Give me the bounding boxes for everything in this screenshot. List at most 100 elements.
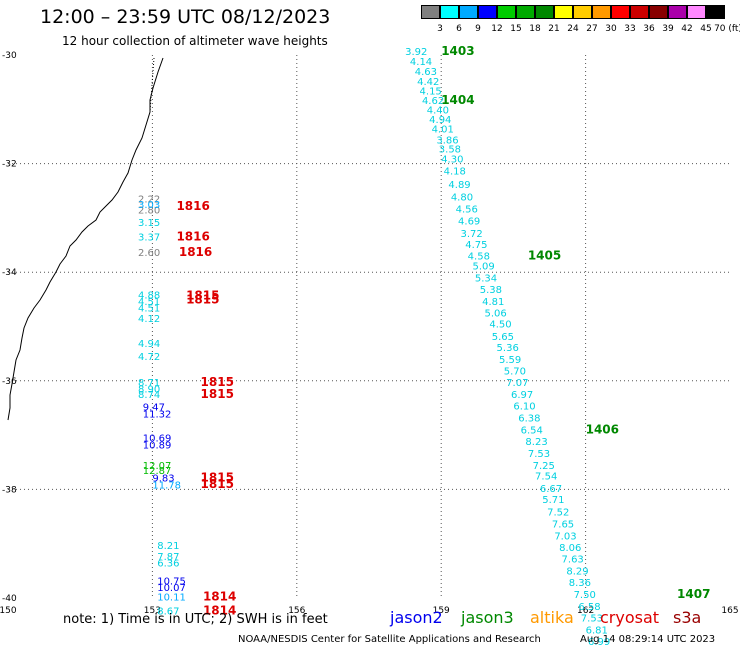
wave-height-color-scale: 3 6 9 12 15 18 21 24 27 30 33 36 39 42 45 70 (ft) [421,5,740,39]
mission-jason3: jason3 [461,608,514,627]
latitude-label: -38 [2,485,17,495]
mission-s3a: s3a [673,608,702,627]
wave-height-value: 7.54 [535,472,557,483]
scale-swatch [649,5,668,19]
wave-height-value: 3.58 [439,145,461,156]
scale-label: 24 [567,24,579,34]
wave-height-value: 8.23 [525,437,547,448]
wave-height-value: 8.36 [569,578,591,589]
wave-height-value: 6.97 [511,390,533,401]
wave-height-value: 4.80 [451,193,473,204]
wave-height-value: 10.75 [157,576,186,587]
scale-swatch [535,5,554,19]
wave-height-value: 10.69 [143,434,172,445]
scale-label: 6 [456,24,462,34]
scale-swatch [516,5,535,19]
pass-time-label: 1405 [528,249,561,263]
wave-height-value: 4.62 [422,96,444,107]
wave-height-value: 4.51 [138,303,160,314]
scale-label: 33 [624,24,636,34]
wave-height-value: 6.67 [540,484,562,495]
wave-height-value: 3.03 [138,200,160,211]
pass-time-label: 1815 [201,477,234,491]
wave-height-value: 3.37 [138,233,160,244]
wave-height-value: 10.11 [157,593,186,604]
wave-height-value: 6.54 [521,425,543,436]
wave-height-value: 5.38 [480,285,502,296]
pass-time-label: 1815 [201,470,234,484]
wave-height-value: 4.30 [441,155,463,166]
wave-height-value: 7.52 [547,507,569,518]
wave-height-value: 4.88 [138,290,160,301]
generated-timestamp: Aug 14 08:29:14 UTC 2023 [580,634,716,645]
wave-height-value: 6.38 [518,414,540,425]
wave-height-value: 4.72 [138,352,160,363]
wave-height-value: 8.21 [157,541,179,552]
wave-height-value: 7.03 [554,531,576,542]
pass-time-label: 1404 [441,93,474,107]
scale-swatch [440,5,459,19]
longitude-label: 153 [144,606,161,616]
latitude-label: -34 [2,268,17,278]
wave-height-value: 6.81 [586,625,608,636]
pass-time-label: 1814 [203,590,236,604]
scale-swatch [611,5,630,19]
wave-height-value: 7.53 [581,613,603,624]
wave-height-value: 4.81 [482,297,504,308]
scale-swatch [668,5,687,19]
scale-label: 15 [510,24,522,34]
pass-time-label: 1815 [201,387,234,401]
wave-height-value: 5.36 [497,343,519,354]
longitude-label: 162 [577,606,594,616]
credit-line: NOAA/NESDIS Center for Satellite Applica… [238,634,541,645]
wave-height-value: 6.36 [157,559,179,570]
map-subtitle: 12 hour collection of altimeter wave hei… [62,34,328,48]
wave-height-value: 4.63 [415,67,437,78]
longitude-label: 156 [288,606,305,616]
scale-swatch [592,5,611,19]
wave-height-value: 7.07 [506,378,528,389]
wave-height-value: 7.63 [562,555,584,566]
scale-swatch [687,5,706,19]
scale-label: 12 [491,24,503,34]
wave-height-value: 5.71 [542,495,564,506]
wave-height-value: 10.07 [157,583,186,594]
mission-cryosat: cryosat [600,608,660,627]
wave-height-value: 2.22 [138,195,160,206]
wave-height-value: 2.60 [138,248,160,259]
wave-height-value: 4.18 [444,166,466,177]
pass-time-label: 1816 [179,245,212,259]
scale-swatch [706,5,725,19]
scale-label: 30 [605,24,617,34]
latitude-label: -36 [2,377,17,387]
wave-height-value: 9.83 [152,473,174,484]
wave-height-value: 2.80 [138,206,160,217]
wave-height-value: 4.56 [456,204,478,215]
pass-time-label: 1816 [176,230,209,244]
wave-height-value: 7.25 [533,461,555,472]
wave-height-value: 8.74 [138,390,160,401]
wave-height-value: 4.51 [138,297,160,308]
pass-time-label: 1407 [677,587,710,601]
wave-height-value: 8.71 [138,378,160,389]
pass-time-label: 1403 [441,44,474,58]
scale-label: 21 [548,24,560,34]
wave-height-value: 3.72 [460,229,482,240]
wave-height-value: 3.92 [405,47,427,58]
pass-time-label: 1816 [176,199,209,213]
wave-height-value: 4.12 [138,314,160,325]
scale-swatch [478,5,497,19]
wave-height-value: 5.65 [492,332,514,343]
pass-time-label: 1814 [203,603,236,617]
wave-height-value: 5.06 [485,309,507,320]
wave-height-value: 5.34 [475,273,497,284]
wave-height-value: 5.09 [472,261,494,272]
wave-height-value: 7.50 [574,590,596,601]
wave-height-value: 12.87 [143,466,172,477]
coastline [149,57,155,113]
mission-altika: altika [530,608,574,627]
wave-height-value: 4.94 [429,115,451,126]
units-note: note: 1) Time is in UTC; 2) SWH is in fe… [63,612,328,627]
wave-height-value: 4.42 [417,77,439,88]
